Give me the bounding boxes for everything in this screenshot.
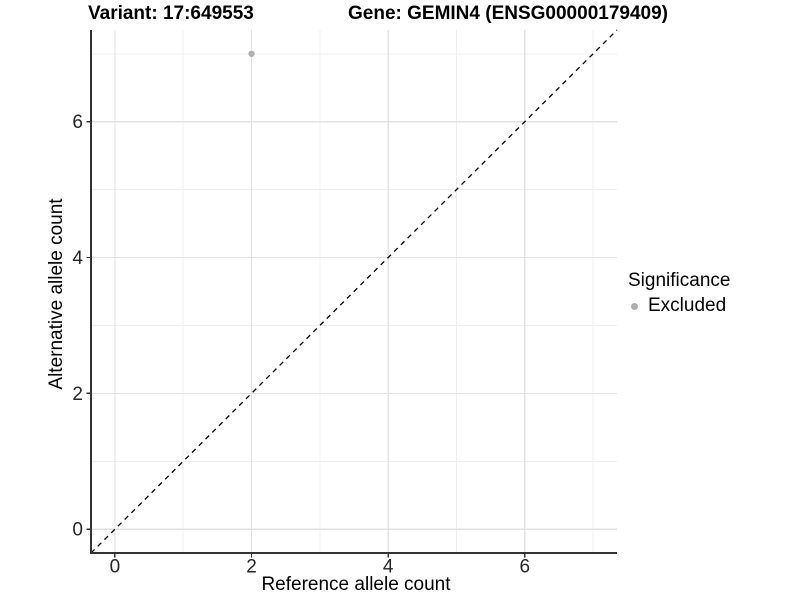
x-tick-label: 0 xyxy=(110,557,121,578)
plot-title-variant: Variant: 17:649553 xyxy=(88,3,254,24)
legend-item-label: Excluded xyxy=(648,295,727,316)
legend-item-excluded: Excluded xyxy=(628,295,730,317)
legend: Significance Excluded xyxy=(628,270,730,317)
y-tick-label: 2 xyxy=(72,384,83,405)
data-point xyxy=(248,50,255,57)
plot-title-gene: Gene: GEMIN4 (ENSG00000179409) xyxy=(348,3,668,24)
legend-key-dot-icon xyxy=(631,302,638,310)
x-tick-label: 4 xyxy=(383,557,394,578)
y-axis-title: Alternative allele count xyxy=(46,198,67,390)
y-tick-label: 0 xyxy=(72,520,83,541)
x-tick-label: 2 xyxy=(246,557,257,578)
y-tick-label: 4 xyxy=(72,248,83,269)
x-tick-label: 6 xyxy=(519,557,530,578)
legend-title: Significance xyxy=(628,270,731,291)
x-axis-title: Reference allele count xyxy=(261,574,451,595)
y-tick-label: 6 xyxy=(72,112,83,133)
identity-reference-line xyxy=(90,29,618,554)
